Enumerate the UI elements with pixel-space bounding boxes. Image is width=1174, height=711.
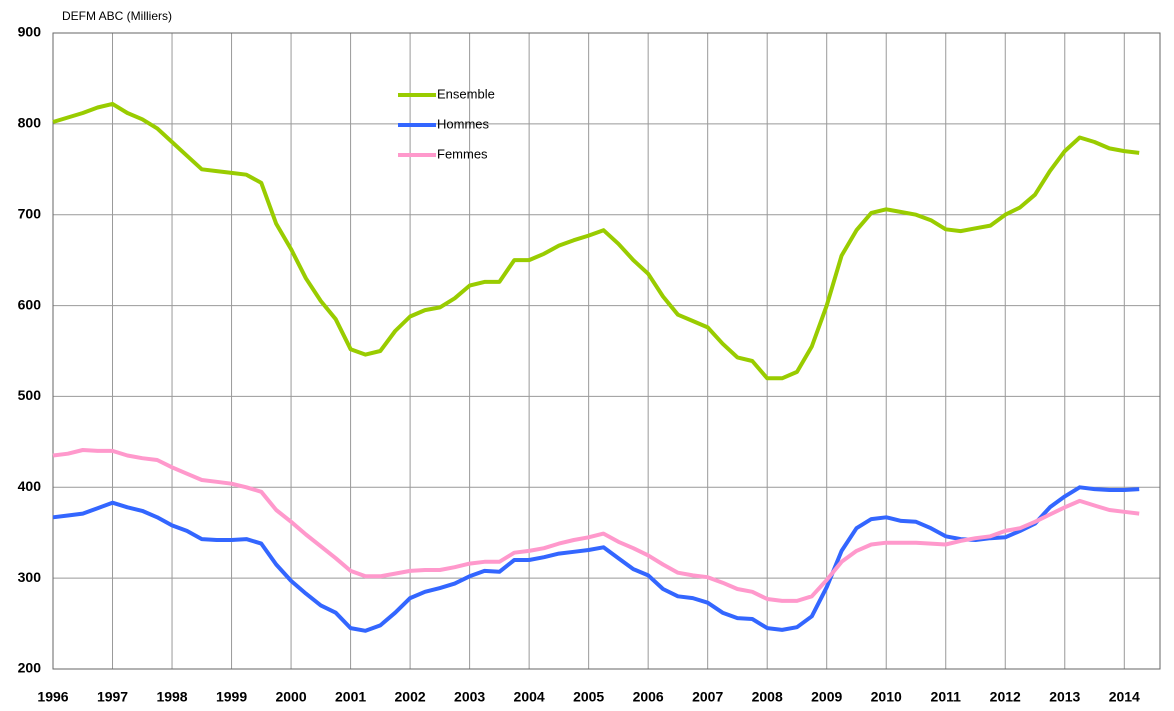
x-tick-label: 2013 <box>1049 689 1080 705</box>
y-tick-label: 200 <box>18 660 42 676</box>
x-tick-label: 1997 <box>97 689 128 705</box>
y-tick-label: 300 <box>18 569 42 585</box>
x-tick-label: 2012 <box>990 689 1021 705</box>
x-tick-label: 2011 <box>931 689 962 705</box>
legend-label: Hommes <box>437 116 490 131</box>
legend-label: Ensemble <box>437 86 495 101</box>
plot-frame <box>52 32 1161 670</box>
x-tick-label: 1999 <box>216 689 247 705</box>
x-tick-label: 2014 <box>1109 689 1140 705</box>
x-tick-label: 2008 <box>752 689 783 705</box>
x-tick-label: 1998 <box>156 689 187 705</box>
x-tick-label: 2009 <box>811 689 842 705</box>
y-tick-label: 900 <box>18 24 42 40</box>
x-tick-label: 2007 <box>692 689 723 705</box>
x-tick-label: 2003 <box>454 689 485 705</box>
x-tick-label: 2002 <box>395 689 426 705</box>
y-tick-label: 500 <box>18 387 42 403</box>
x-tick-label: 2000 <box>275 689 306 705</box>
y-tick-label: 400 <box>18 478 42 494</box>
legend-label: Femmes <box>437 146 488 161</box>
x-tick-label: 2001 <box>335 689 366 705</box>
series-line <box>52 485 1140 633</box>
x-tick-label: 2004 <box>514 689 545 705</box>
series-line <box>52 448 1140 603</box>
x-tick-label: 2006 <box>633 689 664 705</box>
x-tick-label: 2010 <box>871 689 902 705</box>
x-tick-label: 1996 <box>37 689 68 705</box>
y-tick-label: 700 <box>18 205 42 221</box>
series-line <box>52 101 1140 381</box>
y-axis-title: DEFM ABC (Milliers) <box>62 9 172 23</box>
y-tick-label: 600 <box>18 296 42 312</box>
x-tick-label: 2005 <box>573 689 604 705</box>
y-tick-label: 800 <box>18 115 42 131</box>
